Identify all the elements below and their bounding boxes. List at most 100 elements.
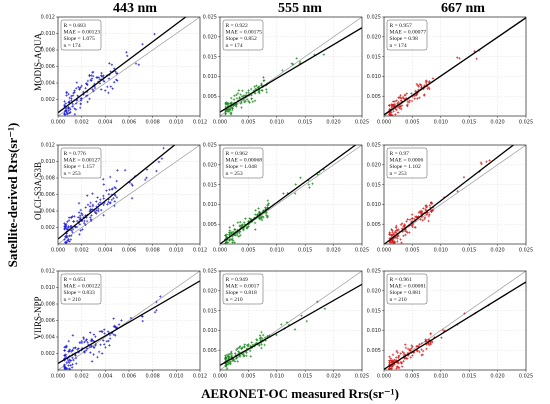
data-point: [225, 233, 229, 236]
data-point: [85, 82, 89, 86]
data-point: [64, 225, 67, 228]
data-point: [81, 228, 84, 231]
data-point: [66, 359, 70, 363]
data-point: [247, 100, 250, 103]
data-point: [70, 366, 74, 369]
data-point: [97, 209, 100, 213]
data-point: [395, 235, 399, 238]
data-point: [300, 314, 303, 317]
data-point: [63, 349, 66, 352]
data-point: [266, 335, 269, 338]
data-point: [402, 234, 405, 238]
data-point: [245, 98, 249, 101]
data-point: [249, 344, 252, 348]
data-point: [262, 79, 266, 82]
data-point: [224, 356, 227, 359]
data-point: [88, 74, 91, 78]
data-point: [228, 229, 232, 232]
data-point: [70, 99, 73, 102]
data-point: [423, 217, 426, 221]
data-point: [114, 334, 117, 337]
stats-box: [222, 19, 264, 51]
data-point: [295, 57, 298, 60]
data-point: [391, 364, 394, 367]
data-point: [75, 81, 79, 84]
data-point: [228, 356, 231, 360]
data-point: [89, 216, 92, 219]
data-point: [85, 194, 89, 197]
data-point: [247, 343, 250, 346]
data-point: [112, 197, 115, 200]
stat-r: R = 0.922: [226, 23, 248, 29]
data-point: [253, 92, 257, 95]
data-point: [262, 215, 265, 219]
data-point: [68, 348, 72, 352]
data-point: [400, 222, 404, 225]
data-point: [403, 224, 406, 227]
data-point: [402, 359, 405, 363]
data-point: [393, 241, 397, 244]
data-point: [100, 330, 103, 333]
data-point: [130, 197, 134, 200]
data-point: [402, 97, 405, 100]
data-point: [236, 92, 240, 95]
data-point: [266, 199, 269, 202]
data-point: [390, 103, 394, 106]
data-point: [488, 159, 491, 162]
data-point: [89, 219, 93, 222]
data-point: [108, 337, 112, 340]
data-point: [406, 231, 409, 234]
x-tick-label: 0.012: [193, 120, 207, 126]
data-point: [70, 97, 73, 100]
data-point: [290, 62, 294, 65]
stat-mae: MAE = 0.00122: [64, 284, 101, 290]
data-point: [111, 87, 114, 90]
data-point: [74, 87, 78, 90]
data-point: [80, 84, 83, 88]
data-point: [390, 105, 394, 108]
stat-mae: MAE = 0.00127: [64, 158, 101, 164]
panel-2-2: 0.000 0.005 0.010 0.015 0.020 0.025 0.005 0.010…: [203, 143, 369, 254]
x-tick-label: 0.020: [326, 248, 340, 254]
x-tick-label: 0.004: [98, 374, 112, 380]
data-point: [78, 106, 82, 110]
data-point: [77, 347, 80, 350]
data-point: [105, 340, 109, 343]
y-tick-label: 0.002: [41, 351, 55, 357]
data-point: [100, 208, 103, 212]
data-point: [425, 82, 428, 86]
data-point: [108, 175, 112, 179]
data-point: [78, 87, 81, 91]
data-point: [70, 216, 73, 219]
data-point: [69, 225, 72, 228]
data-point: [102, 197, 105, 200]
data-point: [78, 214, 82, 217]
stat-r: R = 0.651: [64, 277, 86, 283]
data-point: [68, 358, 71, 361]
data-point: [242, 228, 245, 232]
data-point: [427, 342, 430, 345]
y-tick-label: 0.010: [203, 328, 217, 334]
data-point: [462, 175, 466, 179]
panel-2-3: 0.000 0.005 0.010 0.015 0.020 0.025 0.005 0.010…: [367, 143, 533, 254]
data-point: [424, 208, 427, 211]
row-label-modis: MODIS-AQUA: [33, 33, 43, 91]
data-point: [308, 186, 311, 189]
plot-frame: [57, 270, 201, 371]
data-point: [242, 221, 246, 224]
data-point: [316, 173, 319, 176]
data-point: [90, 338, 94, 341]
data-point: [102, 183, 105, 186]
data-point: [418, 209, 422, 213]
data-point: [233, 228, 237, 231]
data-point: [244, 99, 247, 103]
data-point: [155, 169, 158, 173]
data-point: [316, 300, 319, 304]
data-point: [251, 343, 255, 346]
data-point: [86, 79, 90, 83]
data-point: [248, 101, 251, 104]
data-point: [265, 214, 268, 217]
data-point: [89, 339, 93, 343]
plot-frame: [219, 16, 363, 117]
data-point: [92, 89, 95, 93]
